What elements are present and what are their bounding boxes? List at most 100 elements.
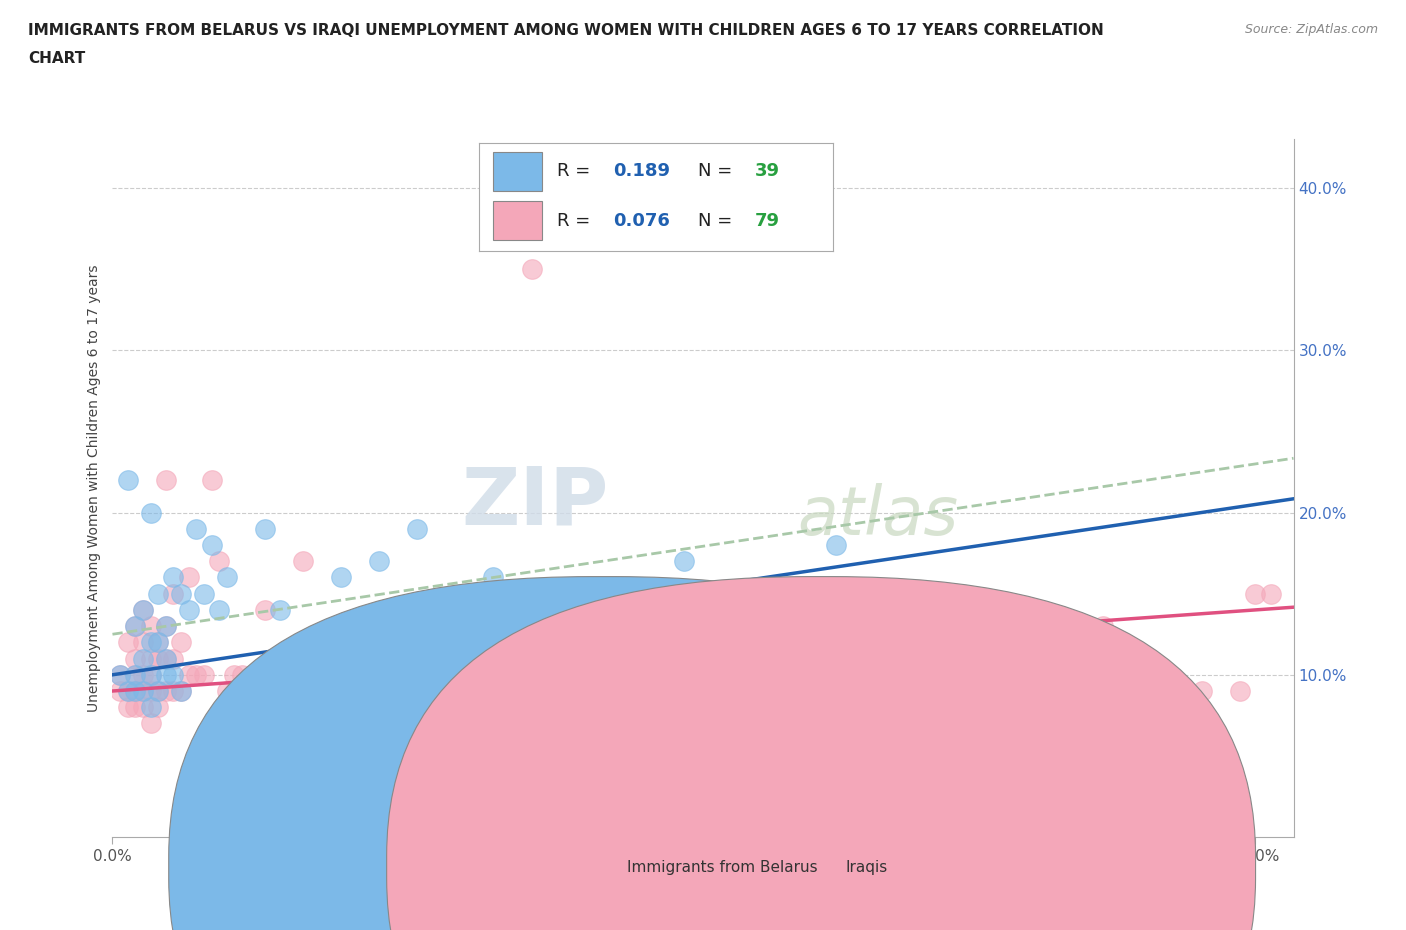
Point	[124, 668, 146, 683]
Point	[162, 570, 184, 585]
Point	[132, 635, 155, 650]
Point	[132, 603, 155, 618]
Point	[170, 586, 193, 601]
Point	[155, 668, 177, 683]
Text: Immigrants from Belarus: Immigrants from Belarus	[627, 859, 818, 875]
Point	[117, 684, 139, 698]
Point	[1077, 668, 1099, 683]
Point	[139, 635, 162, 650]
Point	[155, 618, 177, 633]
Point	[200, 472, 222, 487]
Point	[186, 668, 208, 683]
Point	[139, 668, 162, 683]
Point	[558, 797, 581, 812]
Point	[139, 699, 162, 714]
Point	[1229, 684, 1251, 698]
Point	[117, 472, 139, 487]
Point	[787, 684, 810, 698]
Point	[148, 635, 170, 650]
Point	[193, 668, 215, 683]
Text: CHART: CHART	[28, 51, 86, 66]
Point	[148, 684, 170, 698]
Point	[825, 538, 848, 552]
Point	[368, 716, 391, 731]
Point	[215, 570, 238, 585]
Point	[139, 651, 162, 666]
Point	[269, 603, 291, 618]
Point	[368, 553, 391, 568]
Point	[132, 684, 155, 698]
Point	[291, 797, 314, 812]
Y-axis label: Unemployment Among Women with Children Ages 6 to 17 years: Unemployment Among Women with Children A…	[87, 264, 101, 712]
Text: Iraqis: Iraqis	[845, 859, 887, 875]
Point	[977, 716, 1000, 731]
Point	[132, 668, 155, 683]
Point	[520, 262, 543, 277]
Point	[193, 586, 215, 601]
Point	[253, 603, 276, 618]
Point	[482, 699, 505, 714]
Point	[825, 668, 848, 683]
Point	[117, 684, 139, 698]
Point	[558, 668, 581, 683]
Point	[155, 651, 177, 666]
Point	[1053, 668, 1076, 683]
Point	[139, 618, 162, 633]
Point	[162, 651, 184, 666]
Point	[170, 684, 193, 698]
Text: atlas: atlas	[797, 484, 959, 549]
Point	[939, 699, 962, 714]
Point	[344, 684, 367, 698]
Point	[596, 618, 619, 633]
Point	[460, 668, 482, 683]
Point	[482, 570, 505, 585]
Point	[672, 699, 695, 714]
Point	[132, 684, 155, 698]
Point	[224, 668, 246, 683]
Point	[148, 635, 170, 650]
Point	[749, 716, 772, 731]
Point	[391, 684, 413, 698]
Point	[155, 472, 177, 487]
Point	[1244, 586, 1267, 601]
Point	[177, 570, 200, 585]
Point	[117, 699, 139, 714]
Point	[177, 668, 200, 683]
Point	[208, 553, 231, 568]
Point	[406, 522, 429, 537]
Point	[124, 618, 146, 633]
Point	[162, 586, 184, 601]
Point	[148, 684, 170, 698]
Point	[177, 603, 200, 618]
Text: ZIP: ZIP	[461, 463, 609, 541]
Point	[330, 570, 353, 585]
Point	[1092, 618, 1115, 633]
Point	[246, 668, 269, 683]
Point	[406, 603, 429, 618]
Point	[108, 668, 131, 683]
Point	[200, 538, 222, 552]
Point	[132, 699, 155, 714]
Point	[291, 553, 314, 568]
Point	[162, 684, 184, 698]
Point	[429, 668, 451, 683]
Point	[124, 684, 146, 698]
Point	[253, 522, 276, 537]
Point	[269, 684, 291, 698]
Point	[108, 684, 131, 698]
Point	[124, 699, 146, 714]
Point	[307, 668, 329, 683]
Point	[139, 684, 162, 698]
Point	[132, 603, 155, 618]
Point	[330, 668, 353, 683]
Point	[1015, 699, 1038, 714]
Point	[139, 716, 162, 731]
Point	[162, 668, 184, 683]
Point	[1260, 586, 1282, 601]
Point	[108, 668, 131, 683]
Point	[124, 668, 146, 683]
Point	[132, 651, 155, 666]
Point	[215, 684, 238, 698]
Text: IMMIGRANTS FROM BELARUS VS IRAQI UNEMPLOYMENT AMONG WOMEN WITH CHILDREN AGES 6 T: IMMIGRANTS FROM BELARUS VS IRAQI UNEMPLO…	[28, 23, 1104, 38]
Point	[148, 651, 170, 666]
